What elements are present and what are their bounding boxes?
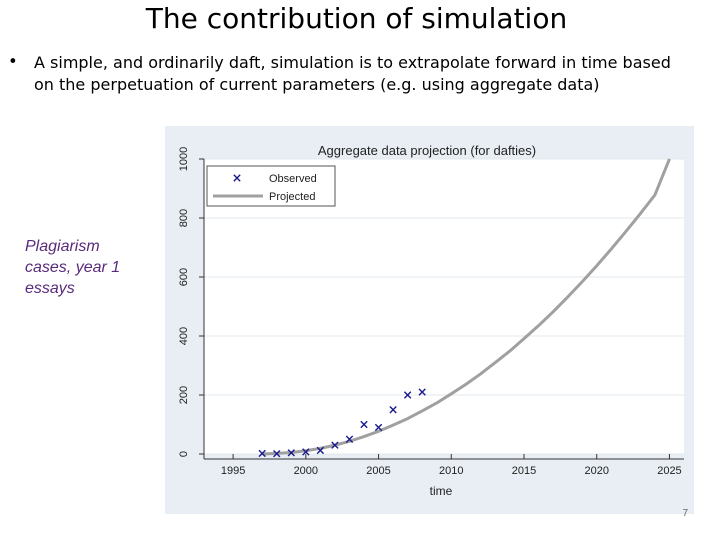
- legend-label-observed: Observed: [269, 173, 317, 185]
- legend-label-projected: Projected: [269, 191, 315, 203]
- plot-area: [204, 159, 684, 454]
- projected-line: [262, 158, 671, 456]
- legend-observed-marker: [233, 174, 241, 182]
- y-tick-label: 200: [178, 386, 190, 404]
- observed-point: [273, 450, 281, 458]
- x-tick-label: 1995: [221, 465, 245, 477]
- x-tick-label: 2020: [584, 465, 608, 477]
- data-series: [258, 158, 671, 458]
- x-tick-label: 2000: [294, 465, 318, 477]
- axes: [199, 158, 684, 460]
- y-tick-label: 1000: [178, 147, 190, 171]
- side-label-line-2: cases, year 1: [25, 259, 121, 276]
- legend-box: [206, 165, 336, 207]
- legend: Observed Projected: [206, 165, 336, 207]
- page-number: 7: [682, 508, 688, 519]
- side-label-line-1: Plagiarism: [25, 238, 100, 255]
- bullet-text: A simple, and ordinarily daft, simulatio…: [34, 53, 671, 94]
- observed-point: [403, 391, 412, 399]
- y-axis-caption: Plagiarism cases, year 1 essays: [25, 236, 145, 299]
- y-tick-label: 400: [178, 327, 190, 345]
- y-tick-label: 600: [178, 268, 190, 286]
- chart-title: Aggregate data projection (for dafties): [318, 143, 536, 158]
- observed-point: [360, 420, 368, 429]
- bullet-marker: •: [8, 52, 18, 71]
- x-tick-label: 2025: [657, 465, 681, 477]
- observed-point: [331, 441, 339, 449]
- tick-labels: 0 200 400 600 800 1000 1995 2000 2005 2010 2015 202…: [178, 147, 682, 477]
- observed-point: [302, 448, 310, 456]
- observed-point: [258, 449, 266, 458]
- observed-point: [374, 423, 383, 432]
- x-tick-label: 2015: [512, 465, 536, 477]
- slide-title: The contribution of simulation: [145, 2, 568, 35]
- observed-point: [316, 446, 325, 455]
- observed-point: [389, 406, 397, 414]
- observed-point: [287, 449, 295, 457]
- x-tick-label: 2010: [439, 465, 463, 477]
- y-tick-label: 800: [178, 209, 190, 227]
- y-tick-label: 0: [178, 451, 190, 457]
- x-tick-label: 2005: [366, 465, 390, 477]
- projection-chart: Aggregate data projection (for dafties) …: [178, 143, 684, 498]
- x-axis-label: time: [430, 484, 453, 498]
- observed-point: [418, 388, 426, 396]
- observed-point: [345, 435, 354, 443]
- side-label-line-3: essays: [25, 280, 75, 297]
